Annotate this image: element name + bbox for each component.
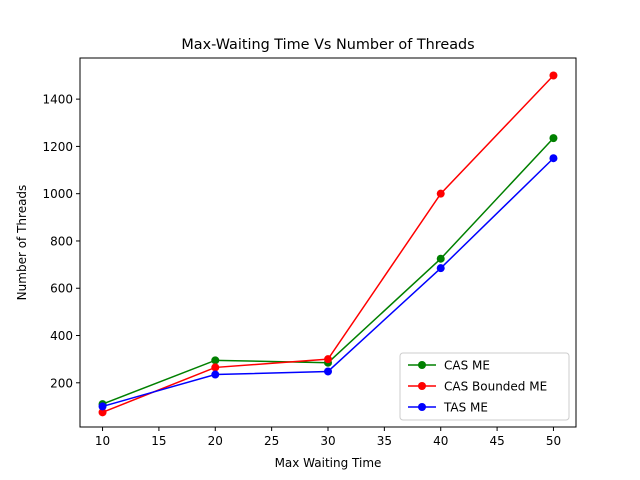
- data-point-cas-bounded-me: [211, 363, 220, 372]
- legend-box: [399, 352, 570, 421]
- data-point-tas-me: [436, 264, 445, 273]
- y-axis-label: Number of Threads: [15, 185, 29, 301]
- data-point-tas-me: [549, 154, 558, 163]
- data-point-cas-me: [436, 254, 445, 263]
- y-axis-ticks: 200 400 600 800 1000 1200 1400: [42, 93, 80, 390]
- y-tick-label: 1200: [42, 140, 73, 154]
- x-tick-label: 35: [377, 434, 392, 448]
- data-point-tas-me: [211, 370, 220, 379]
- legend-swatch-marker-tas-me: [418, 403, 426, 411]
- legend-swatch-marker-cas-me: [418, 361, 426, 369]
- data-point-cas-bounded-me: [549, 71, 558, 80]
- data-point-cas-me: [549, 134, 558, 143]
- data-point-tas-me: [324, 367, 332, 376]
- x-axis-ticks: 10 15 20 25 30 35 40 45 50: [95, 427, 561, 448]
- x-tick-label: 10: [95, 434, 110, 448]
- data-point-cas-bounded-me: [324, 355, 332, 364]
- x-tick-label: 40: [433, 434, 448, 448]
- plot-area: [98, 71, 558, 417]
- x-tick-label: 45: [489, 434, 504, 448]
- data-point-cas-bounded-me: [98, 408, 107, 417]
- y-tick-label: 1400: [42, 93, 73, 107]
- x-axis-label: Max Waiting Time: [275, 456, 382, 470]
- chart-title: Max-Waiting Time Vs Number of Threads: [181, 37, 474, 53]
- legend-swatch-marker-cas-bounded-me: [418, 382, 426, 390]
- y-tick-label: 200: [50, 376, 73, 390]
- x-tick-label: 20: [208, 434, 223, 448]
- data-point-cas-me: [211, 356, 220, 365]
- x-tick-label: 25: [264, 434, 279, 448]
- x-tick-label: 50: [546, 434, 561, 448]
- legend-label-cas-me: CAS ME: [444, 359, 490, 373]
- y-tick-label: 800: [50, 234, 73, 248]
- legend-label-cas-bounded-me: CAS Bounded ME: [444, 380, 547, 394]
- y-tick-label: 600: [50, 282, 73, 296]
- data-point-tas-me: [98, 402, 107, 411]
- legend: CAS ME CAS Bounded ME TAS ME: [399, 352, 570, 421]
- y-tick-label: 400: [50, 329, 73, 343]
- data-point-cas-bounded-me: [436, 189, 445, 198]
- x-tick-label: 30: [320, 434, 335, 448]
- legend-label-tas-me: TAS ME: [443, 401, 488, 415]
- y-tick-label: 1000: [42, 187, 73, 201]
- x-tick-label: 15: [151, 434, 166, 448]
